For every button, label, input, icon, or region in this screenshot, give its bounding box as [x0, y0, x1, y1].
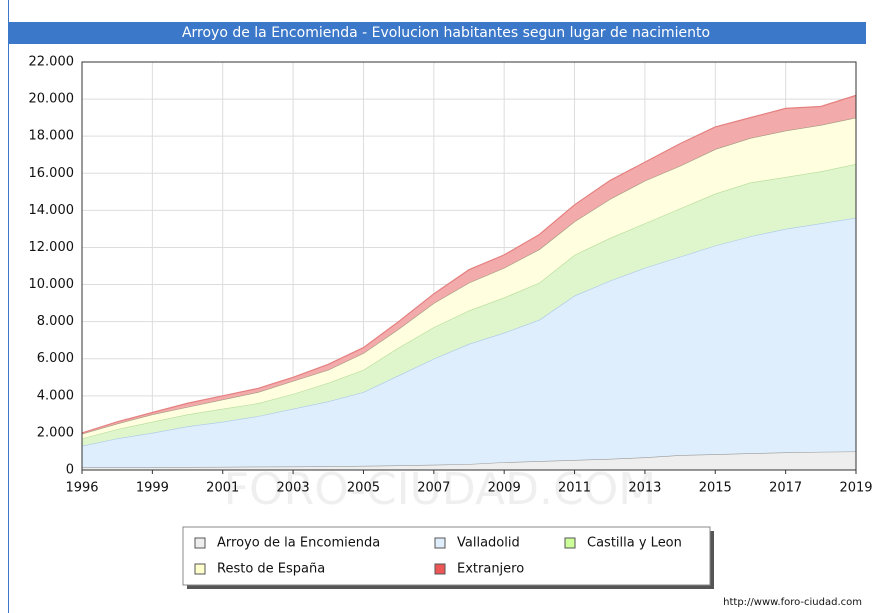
legend-label: Extranjero: [457, 562, 524, 577]
x-tick-label: 1999: [136, 481, 169, 496]
title-bar: [8, 22, 866, 44]
legend-swatch: [194, 563, 206, 575]
legend-swatch: [564, 537, 576, 549]
y-tick-label: 20.000: [29, 92, 75, 107]
area-line: [81, 94, 857, 434]
y-tick-label: 6.000: [37, 351, 74, 366]
y-tick-label: 22.000: [29, 55, 75, 70]
y-tick-label: 0: [66, 463, 74, 478]
area: [82, 117, 856, 439]
area: [82, 217, 856, 468]
x-tick-label: 2017: [769, 481, 802, 496]
legend-label: Castilla y Leon: [587, 536, 682, 551]
y-tick-label: 16.000: [29, 166, 75, 181]
plot-border: [81, 61, 857, 471]
legend-swatch: [194, 537, 206, 549]
y-tick-label: 12.000: [29, 240, 75, 255]
x-tick-label: 2003: [277, 481, 310, 496]
watermark: FORO-CIUDAD.COM: [224, 464, 657, 515]
legend-label: Arroyo de la Encomienda: [217, 536, 380, 551]
legend: [182, 526, 711, 586]
x-tick-label: 2015: [699, 481, 732, 496]
x-tick-label: 2019: [839, 481, 872, 496]
legend-label: Resto de España: [217, 562, 325, 577]
area: [82, 451, 856, 470]
x-tick-label: 2007: [417, 481, 450, 496]
x-tick-label: 2011: [558, 481, 591, 496]
y-tick-label: 18.000: [29, 129, 75, 144]
x-tick-label: 2013: [628, 481, 661, 496]
legend-label: Valladolid: [457, 536, 520, 551]
legend-swatch: [434, 563, 446, 575]
area: [82, 95, 856, 434]
y-tick-label: 10.000: [29, 277, 75, 292]
x-tick-label: 1996: [65, 481, 98, 496]
source: http://www.foro-ciudad.com: [723, 597, 862, 608]
x-tick-label: 2001: [206, 481, 239, 496]
legend-swatch: [434, 537, 446, 549]
x-tick-label: 2005: [347, 481, 380, 496]
x-tick-label: 2009: [488, 481, 521, 496]
area: [82, 164, 856, 446]
y-tick-label: 4.000: [37, 388, 74, 403]
y-tick-label: 8.000: [37, 314, 74, 329]
y-tick-label: 14.000: [29, 203, 75, 218]
y-tick-label: 2.000: [37, 425, 74, 440]
chart-title: Arroyo de la Encomienda - Evolucion habi…: [182, 25, 710, 41]
